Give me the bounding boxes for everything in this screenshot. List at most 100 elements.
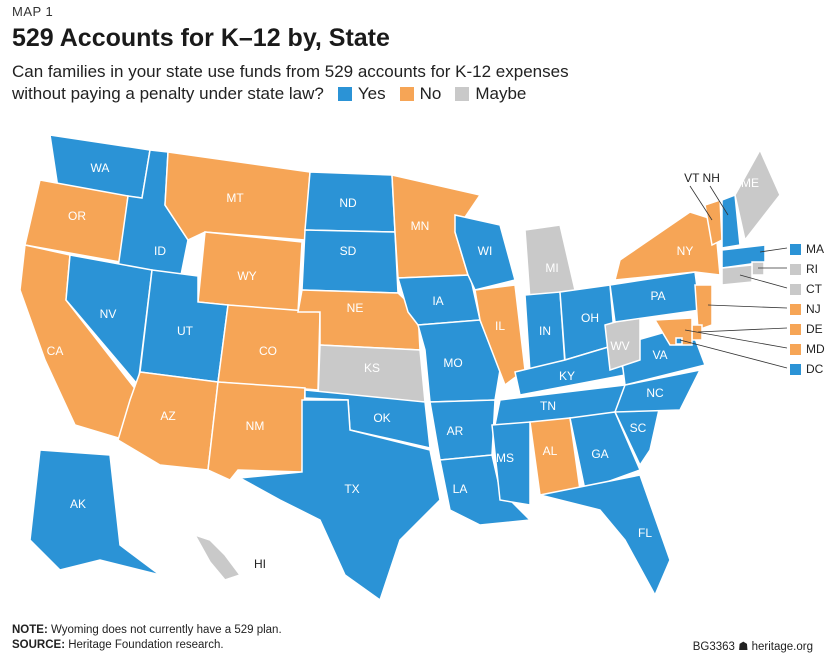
state-label-fl: FL [638,526,652,540]
state-label-il: IL [495,319,505,333]
state-label-ia: IA [432,294,443,308]
leader-nh [709,185,729,216]
map-subtitle-line1: Can families in your state use funds fro… [12,62,569,81]
state-label-hi: HI [254,557,266,571]
state-ri [751,261,765,276]
footer-note: NOTE: Wyoming does not currently have a … [12,624,282,636]
leader-vt [689,185,713,221]
state-label-mi: MI [545,261,558,275]
small-state-ri: RI [790,262,818,276]
state-label-tx: TX [344,482,359,496]
small-state-swatch [790,283,801,295]
state-label-ak: AK [70,497,86,511]
footer-credit: BG3363 ☗ heritage.org [692,641,813,653]
state-label-nd: ND [339,196,357,210]
state-la [439,454,532,526]
state-label-la: LA [453,482,468,496]
state-label-wa: WA [91,161,110,175]
leader-dc [679,339,788,369]
state-label-ms: MS [496,451,514,465]
state-il [474,284,526,387]
small-state-label: CT [806,282,822,296]
small-state-label: RI [806,262,818,276]
state-label-ar: AR [447,424,464,438]
state-label-ky: KY [559,369,575,383]
state-label-va: VA [652,348,667,362]
note-label: NOTE: [12,624,48,636]
state-ny [614,211,721,281]
small-state-swatch [790,303,801,315]
state-label-wi: WI [478,244,493,258]
state-label-me: ME [741,176,759,190]
small-state-nj: NJ [790,302,821,316]
map-title: 529 Accounts for K–12 by, State [12,24,390,52]
legend-maybe-swatch [455,87,470,101]
leader-nj [707,304,788,309]
state-hi [193,533,242,581]
state-fl [539,474,671,597]
state-nh [721,193,741,249]
leader-de [697,327,788,333]
leader-ct [739,274,788,289]
state-nc [613,368,702,413]
small-state-swatch [790,323,801,335]
state-me [734,148,781,242]
map-subtitle-line2: without paying a penalty under state law… [12,84,324,103]
note-text: Wyoming does not currently have a 529 pl… [47,624,282,636]
state-label-id: ID [154,244,166,258]
small-state-ma: MA [790,242,824,256]
map-subtitle-line2-row: without paying a penalty under state law… [12,84,526,104]
legend-no-swatch [399,87,414,101]
state-label-mt: MT [226,191,244,205]
state-label-nc: NC [646,386,664,400]
state-label-nv: NV [100,307,117,321]
small-state-label: MD [806,342,825,356]
state-label-nm: NM [246,419,265,433]
small-state-label: DC [806,362,824,376]
state-sd [301,229,399,294]
legend-maybe: Maybe [455,84,526,104]
state-label-ga: GA [591,447,608,461]
state-label-pa: PA [650,289,665,303]
state-label-al: AL [543,444,558,458]
small-state-swatch [790,243,801,255]
leader-ma [759,247,788,253]
legend-maybe-label: Maybe [475,84,527,103]
small-state-swatch [790,343,801,355]
small-state-dc: DC [790,362,823,376]
us-state-map: WA OR CA ID NV MT WY UT AZ CO NM ND SD NE KS OK TX MN IA MO… [19,134,788,602]
state-label-or: OR [68,209,86,223]
state-label-co: CO [259,344,277,358]
state-label-ut: UT [177,324,194,338]
label-vt-nh: VT NH [684,171,720,185]
state-label-tn: TN [540,399,556,413]
legend-no: No [399,84,442,104]
state-nj [694,284,713,332]
small-state-label: DE [806,322,823,336]
legend-yes-swatch [337,87,352,101]
map-kicker: MAP 1 [12,4,54,19]
state-nm [207,381,306,481]
small-state-ct: CT [790,282,822,296]
state-ak [29,449,161,576]
state-label-mn: MN [411,219,430,233]
state-label-oh: OH [581,311,599,325]
state-dc [675,337,683,345]
small-state-swatch [790,263,801,275]
state-label-ny: NY [677,244,694,258]
state-label-mo: MO [443,356,462,370]
small-state-md: MD [790,342,825,356]
state-label-sc: SC [630,421,647,435]
state-label-wy: WY [237,269,256,283]
legend-no-label: No [419,84,442,103]
source-text: Heritage Foundation research. [65,639,224,651]
state-ga [569,411,642,492]
legend-yes-label: Yes [357,84,386,103]
footer-source: SOURCE: Heritage Foundation research. [12,639,224,651]
small-state-de: DE [790,322,823,336]
small-state-label: MA [806,242,824,256]
state-label-wv: WV [610,339,629,353]
legend-yes: Yes [337,84,386,104]
state-label-sd: SD [340,244,357,258]
state-label-in: IN [539,324,551,338]
